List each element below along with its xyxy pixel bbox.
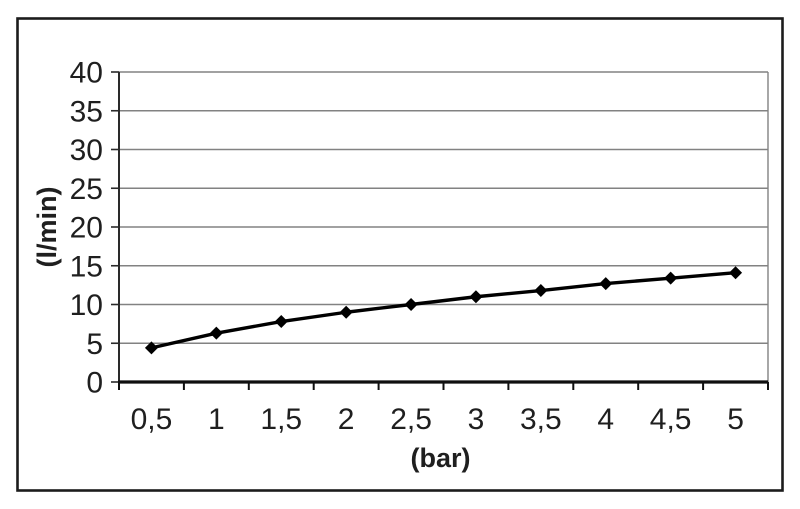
- x-tick-label-0,5: 0,5: [131, 403, 173, 436]
- y-tick-label-30: 30: [70, 134, 103, 167]
- data-point-marker-1: [209, 326, 223, 340]
- x-tick-label-1,5: 1,5: [260, 403, 302, 436]
- y-tick-label-5: 5: [86, 328, 103, 361]
- x-tick-label-5: 5: [727, 403, 744, 436]
- data-point-marker-3: [469, 290, 483, 304]
- x-tick-label-2: 2: [338, 403, 355, 436]
- y-tick-label-40: 40: [70, 57, 103, 90]
- data-point-marker-5: [729, 266, 743, 280]
- y-axis-title: (l/min): [32, 187, 62, 268]
- data-point-marker-1.5: [274, 315, 288, 329]
- y-tick-label-25: 25: [70, 173, 103, 206]
- x-axis-title: (bar): [411, 443, 471, 473]
- x-tick-label-1: 1: [208, 403, 225, 436]
- data-point-marker-2.5: [404, 298, 418, 311]
- data-point-marker-4.5: [664, 271, 678, 285]
- x-tick-label-2,5: 2,5: [390, 403, 432, 436]
- y-tick-label-35: 35: [70, 95, 103, 128]
- x-tick-label-3: 3: [468, 403, 485, 436]
- y-tick-label-0: 0: [86, 367, 103, 400]
- x-tick-label-4: 4: [597, 403, 614, 436]
- data-point-marker-4: [599, 277, 613, 291]
- data-point-marker-3.5: [534, 284, 548, 298]
- series-line-flow-vs-pressure: [151, 271, 736, 350]
- x-tick-label-4,5: 4,5: [650, 403, 692, 436]
- chart-outer-frame: [16, 17, 784, 492]
- y-tick-label-20: 20: [70, 212, 103, 245]
- x-tick-label-3,5: 3,5: [520, 403, 562, 436]
- y-tick-label-10: 10: [70, 289, 103, 322]
- data-point-marker-0.5: [144, 341, 158, 355]
- y-tick-label-15: 15: [70, 250, 103, 283]
- data-point-marker-2: [339, 305, 353, 319]
